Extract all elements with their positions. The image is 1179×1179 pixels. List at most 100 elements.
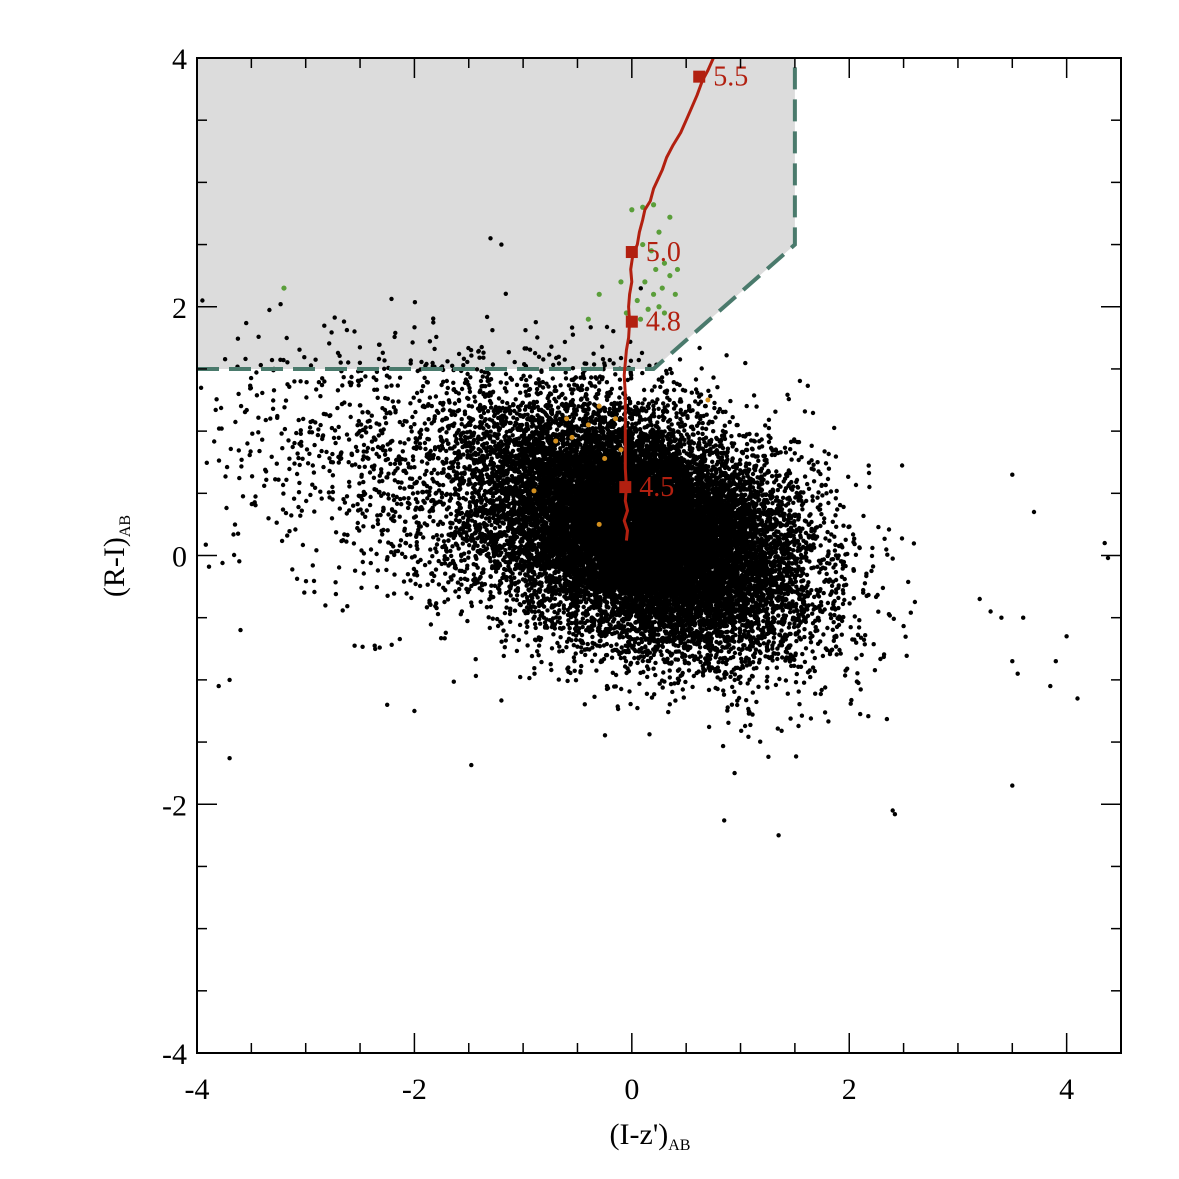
field-point	[573, 637, 579, 643]
field-point	[398, 538, 404, 543]
field-point	[833, 496, 838, 501]
field-point	[742, 723, 748, 729]
field-point	[842, 597, 847, 603]
field-point	[492, 439, 497, 445]
field-point	[565, 678, 570, 684]
field-point	[467, 389, 473, 394]
field-point	[451, 679, 456, 684]
field-point	[298, 431, 303, 436]
field-point	[492, 526, 498, 531]
field-point	[729, 434, 734, 439]
field-point	[410, 414, 415, 420]
field-point	[627, 689, 632, 694]
field-point	[863, 633, 868, 638]
field-point	[476, 348, 481, 354]
field-point	[360, 410, 365, 415]
field-point	[281, 491, 286, 496]
field-point	[222, 357, 228, 362]
field-point	[445, 385, 450, 391]
field-point	[258, 362, 263, 368]
field-point	[808, 640, 814, 645]
field-point	[512, 359, 517, 365]
field-point	[632, 655, 637, 661]
field-point	[361, 479, 366, 485]
field-point	[815, 564, 820, 569]
field-point	[305, 461, 311, 466]
field-point	[833, 644, 839, 649]
field-point	[591, 351, 596, 356]
field-point	[744, 441, 750, 447]
field-point	[471, 572, 477, 577]
field-point	[570, 332, 576, 337]
field-point	[588, 325, 593, 330]
field-point	[352, 329, 357, 334]
field-point	[337, 506, 342, 511]
field-point	[828, 489, 834, 494]
field-point	[782, 488, 787, 494]
field-point	[833, 513, 838, 518]
field-point	[667, 702, 672, 707]
field-point	[311, 578, 317, 584]
field-point	[689, 390, 694, 395]
field-point	[444, 514, 449, 519]
field-point	[238, 403, 244, 409]
field-point	[833, 562, 838, 567]
field-point	[469, 762, 474, 768]
field-point	[793, 680, 799, 685]
field-point	[360, 644, 365, 649]
field-point	[727, 419, 732, 425]
field-point	[448, 511, 454, 517]
field-point	[766, 425, 772, 431]
field-point	[553, 570, 558, 576]
field-point	[263, 417, 268, 423]
field-point	[826, 451, 831, 457]
field-point	[808, 635, 813, 641]
field-point	[829, 583, 835, 588]
field-point	[552, 384, 558, 390]
field-point	[370, 447, 375, 452]
field-point	[715, 665, 720, 670]
field-point	[746, 734, 751, 739]
field-point	[481, 350, 486, 355]
field-point	[786, 625, 792, 630]
field-point	[346, 360, 351, 365]
field-point	[853, 552, 859, 557]
field-point	[451, 469, 457, 474]
field-point	[443, 630, 448, 635]
field-point	[475, 536, 480, 541]
field-point	[738, 680, 743, 686]
field-point	[312, 442, 317, 448]
field-point	[867, 484, 872, 490]
field-point	[722, 423, 727, 428]
field-point	[490, 362, 496, 367]
field-point	[382, 452, 388, 457]
field-point	[340, 383, 345, 388]
field-point	[569, 325, 575, 330]
field-point	[417, 475, 422, 481]
field-point	[820, 653, 826, 659]
field-point	[502, 645, 507, 650]
field-point	[371, 475, 377, 480]
field-point	[244, 320, 249, 326]
field-point	[774, 665, 779, 670]
field-point	[420, 384, 426, 389]
field-point	[423, 446, 428, 452]
field-point	[799, 713, 805, 718]
field-point	[357, 345, 363, 350]
field-point	[637, 681, 642, 686]
field-point	[533, 625, 538, 631]
field-point	[681, 695, 686, 700]
field-point	[297, 347, 302, 352]
field-point	[855, 671, 860, 676]
field-point	[502, 610, 508, 616]
field-point	[295, 451, 300, 456]
field-point	[796, 457, 801, 463]
field-point	[336, 424, 341, 430]
field-point	[385, 492, 391, 497]
field-point	[475, 543, 480, 548]
field-point	[816, 490, 821, 495]
field-point	[439, 495, 445, 500]
field-point	[539, 369, 544, 374]
field-point	[765, 685, 770, 690]
